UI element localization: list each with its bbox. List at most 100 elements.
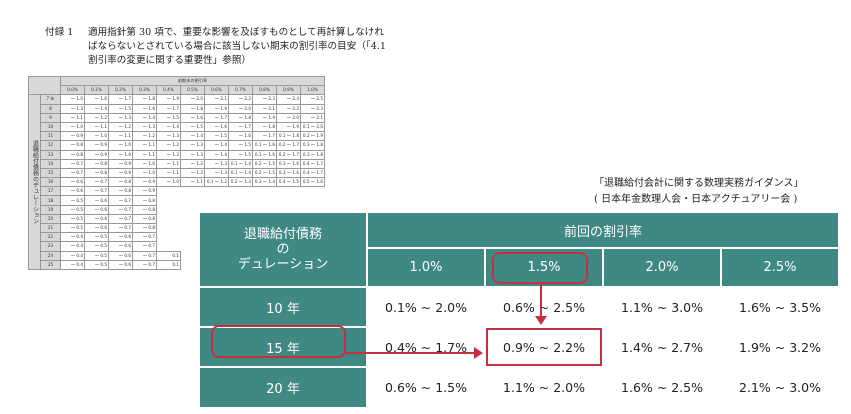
- small-cell: ～ 1.4: [132, 112, 157, 123]
- table-cell-highlighted: 0.9% ~ 2.2%: [486, 328, 602, 366]
- table-row: 退職給付債務のデュレーション 7 年～ 1.0 ～ 1.6 ～ 1.7 ～ 1.8 ～ 1…: [28, 94, 325, 270]
- small-cell: 0.1 ～ 2.0: [300, 121, 325, 133]
- small-cell: ～ 0.7: [108, 195, 133, 206]
- small-cell: ～ 1.2: [84, 112, 109, 123]
- small-rate-header: 0.4%: [156, 85, 181, 96]
- small-rate-header: 0.5%: [180, 85, 205, 96]
- table-cell: 1.1% ~ 2.0%: [486, 368, 602, 407]
- small-cell: 0.2 ～ 1.5: [252, 158, 277, 169]
- small-cell: ～ 1.1: [84, 121, 109, 133]
- column-header-2-0: 2.0%: [604, 249, 720, 286]
- guide-title: 「退職給付会計に関する数理実務ガイダンス」: [594, 178, 804, 189]
- small-cell: ～ 2.3: [252, 94, 277, 105]
- connector-vertical: [540, 283, 542, 320]
- table-cell: 1.6% ~ 3.5%: [722, 288, 838, 326]
- small-cell: 0.1 ～ 1.4: [228, 158, 253, 169]
- small-year-label: 25: [40, 259, 61, 270]
- small-cell: 0.2 ～ 1.5: [252, 167, 277, 179]
- small-cell: ～ 2.0: [228, 103, 253, 114]
- small-year-label: 20: [40, 213, 61, 225]
- small-cell: ～ 0.6: [108, 241, 133, 252]
- small-cell: ～ 1.9: [156, 94, 181, 105]
- small-rate-header: 1.0%: [300, 85, 325, 96]
- small-cell: ～ 0.9: [132, 186, 157, 197]
- small-empty-cell: [301, 187, 325, 196]
- small-cell: ～ 1.5: [228, 149, 253, 160]
- small-cell: ～ 1.3: [108, 112, 133, 123]
- appendix-caption: 付録 1 適用指針第 30 項で、重要な影響を及ぼすものとして再計算しなければな…: [45, 26, 388, 68]
- small-cell: ～ 0.4: [60, 250, 85, 261]
- small-cell: ～ 1.0: [132, 167, 157, 179]
- small-cell: ～ 0.7: [108, 213, 133, 225]
- small-cell: ～ 0.5: [60, 213, 85, 225]
- small-empty-cell: [277, 196, 301, 205]
- small-cell: 0.2 ～ 1.3: [228, 177, 253, 188]
- small-cell: ～ 1.6: [132, 103, 157, 114]
- small-cell: ～ 0.7: [84, 186, 109, 197]
- row-header-line-1: 退職給付債務: [243, 227, 322, 242]
- table-row: 10 ～ 1.0 ～ 1.1 ～ 1.2 ～ 1.3 ～ 1.4 ～ 1.5 ～ 1.6 ～ 1…: [29, 121, 325, 133]
- small-cell: 0.3 ～ 1.4: [252, 177, 277, 188]
- table-cell: 0.6% ~ 1.5%: [368, 368, 484, 407]
- small-year-label: 8: [40, 103, 61, 114]
- column-group-header: 前回の割引率: [368, 213, 838, 247]
- small-cell: ～ 1.0: [132, 158, 157, 169]
- small-cell: ～ 1.7: [108, 94, 133, 105]
- small-cell: ～ 1.0: [60, 121, 85, 133]
- small-empty-cell: [229, 196, 253, 205]
- small-header-title: 前期末の割引率: [60, 75, 325, 87]
- small-cell: ～ 2.2: [276, 103, 301, 114]
- table-cell: 0.6% ~ 2.5%: [486, 288, 602, 326]
- small-cell: ～ 1.1: [156, 158, 181, 169]
- small-cell: ～ 0.6: [108, 232, 133, 243]
- small-cell: ～ 1.3: [60, 103, 85, 114]
- small-cell: ～ 0.6: [84, 222, 109, 234]
- small-cell: ～ 1.2: [180, 158, 205, 169]
- small-cell: ～ 1.7: [228, 121, 253, 133]
- table-cell: 1.1% ~ 3.0%: [604, 288, 720, 326]
- small-cell: ～ 0.9: [108, 167, 133, 179]
- small-cell: ～ 0.7: [108, 222, 133, 234]
- small-cell: ～ 0.7: [132, 232, 157, 243]
- small-empty-cell: [229, 187, 253, 196]
- small-cell: ～ 0.5: [60, 204, 85, 215]
- small-cell: ～ 0.5: [84, 250, 109, 261]
- small-cell: 0.1 ～ 1.2: [204, 177, 229, 188]
- small-empty-cell: [301, 196, 325, 205]
- small-cell: ～ 1.6: [204, 121, 229, 133]
- small-cell: ～ 2.1: [252, 103, 277, 114]
- small-side-label: 退職給付債務のデュレーション: [28, 94, 41, 270]
- small-year-label: 17: [40, 186, 61, 197]
- table-row: 20 ～ 0.5 ～ 0.6 ～ 0.7 ～ 0.8: [29, 213, 325, 225]
- guide-publisher: ( 日本年金数理人会・日本アクチュアリー会 ): [594, 194, 798, 205]
- small-cell: ～ 0.5: [84, 241, 109, 252]
- small-cell: ～ 0.8: [132, 213, 157, 225]
- small-cell: 0.5 ～ 1.6: [300, 177, 325, 188]
- small-year-label: 21: [40, 222, 61, 234]
- table-row: 19 ～ 0.5 ～ 0.6 ～ 0.7 ～ 0.8: [29, 204, 325, 215]
- discount-rate-table: 退職給付債務 の デュレーション 前回の割引率 1.0% 1.5% 2.0% 2…: [200, 213, 838, 407]
- small-empty-cell: [181, 196, 205, 205]
- small-cell: ～ 0.8: [108, 177, 133, 188]
- small-cell: ～ 1.4: [84, 103, 109, 114]
- small-cell: ～ 1.0: [84, 131, 109, 142]
- small-cell: ～ 1.0: [108, 140, 133, 151]
- small-cell: ～ 2.3: [300, 103, 325, 114]
- table-row: 18 ～ 0.5 ～ 0.6 ～ 0.7 ～ 0.8: [29, 195, 325, 206]
- small-rate-header: 0.3%: [132, 85, 157, 96]
- small-cell: ～ 1.8: [228, 112, 253, 123]
- small-cell: 0.2 ～ 1.7: [276, 140, 301, 151]
- small-cell: ～ 1.1: [60, 112, 85, 123]
- small-cell: ～ 1.4: [204, 149, 229, 160]
- small-cell: ～ 0.5: [60, 195, 85, 206]
- small-cell: 0.4 ～ 1.7: [300, 167, 325, 179]
- table-cell: 1.6% ~ 2.5%: [604, 368, 720, 407]
- small-cell: ～ 0.7: [60, 167, 85, 179]
- small-cell: 0.2 ～ 1.7: [276, 149, 301, 160]
- small-cell: ～ 1.7: [156, 103, 181, 114]
- small-empty-cell: [157, 214, 181, 223]
- small-cell: ～ 0.9: [60, 131, 85, 142]
- row-header-cell: 退職給付債務 の デュレーション: [200, 213, 366, 286]
- small-year-label: 23: [40, 241, 61, 252]
- small-cell: ～ 0.6: [84, 195, 109, 206]
